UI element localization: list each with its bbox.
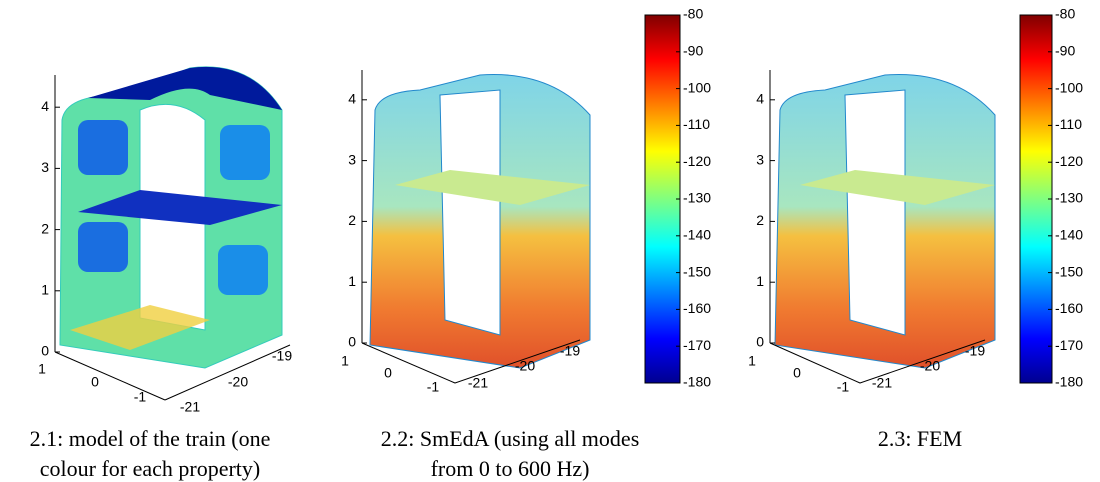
colorbar-label: -140 [683,227,711,243]
colorbar-label: -90 [1055,43,1075,59]
y-tick-label: -19 [272,348,292,364]
z-tick-label: 1 [348,273,356,289]
colorbar-label: -110 [683,116,710,132]
z-tick-label: 4 [756,91,764,107]
colorbar-label: -170 [683,337,711,353]
y-tick-label: -21 [468,375,488,391]
x-tick-label: 1 [748,353,756,369]
colorbar-label: -150 [1055,263,1083,279]
colorbar-label: -100 [683,79,711,95]
x-tick-label: -1 [837,379,850,395]
axis-lines [54,75,291,401]
y-tick-label: -20 [228,374,248,390]
caption: 2.3: FEM [877,426,963,451]
caption: 2.1: model of the train (one colour for … [29,426,271,481]
y-tick-label: -21 [180,399,200,415]
y-tick-label: -20 [920,358,940,374]
colorbar [644,14,681,384]
colorbar-label: -150 [683,263,711,279]
y-tick-label: -20 [515,358,535,374]
colorbar-label: -170 [1055,337,1083,353]
colorbar-label: -110 [1055,116,1082,132]
colorbar-label: -130 [683,190,711,206]
z-tick-label: 1 [41,282,49,298]
z-tick-label: 2 [41,220,49,236]
colorbar-label: -100 [1055,79,1083,95]
z-tick-label: 2 [348,212,356,228]
x-tick-label: 0 [91,374,99,390]
colorbar-label: -130 [1055,190,1083,206]
axis-lines [769,70,986,384]
x-tick-label: -1 [134,389,147,405]
colorbar-label: -90 [683,43,703,59]
x-tick-label: 1 [38,361,46,377]
y-tick-label: -21 [872,375,892,391]
axis-lines [361,70,581,384]
x-tick-label: -1 [427,379,440,395]
colorbar-label: -80 [683,6,703,22]
z-tick-label: 0 [756,334,764,350]
y-tick-label: -19 [560,343,580,359]
fem-result [774,74,996,369]
x-tick-label: 0 [793,365,801,381]
x-tick-label: 1 [341,353,349,369]
smeda-result [369,74,591,369]
x-tick-label: 0 [384,365,392,381]
colorbar [1019,14,1053,384]
train-model [59,66,283,369]
colorbar-label: -120 [683,153,711,169]
colorbar-label: -80 [1055,6,1075,22]
z-tick-label: 3 [756,151,764,167]
colorbar-label: -160 [1055,300,1083,316]
z-tick-label: 2 [756,212,764,228]
y-tick-label: -19 [965,343,985,359]
z-tick-label: 1 [756,273,764,289]
colorbar-label: -160 [683,300,711,316]
z-tick-label: 0 [41,343,49,359]
z-tick-label: 4 [348,91,356,107]
colorbar-label: -180 [683,374,711,390]
z-tick-label: 4 [41,98,49,114]
z-tick-label: 3 [41,159,49,175]
colorbar-label: -120 [1055,153,1083,169]
caption: 2.2: SmEdA (using all modes from 0 to 60… [380,426,640,481]
z-tick-label: 0 [348,334,356,350]
colorbar-label: -180 [1055,374,1083,390]
z-tick-label: 3 [348,151,356,167]
colorbar-label: -140 [1055,227,1083,243]
